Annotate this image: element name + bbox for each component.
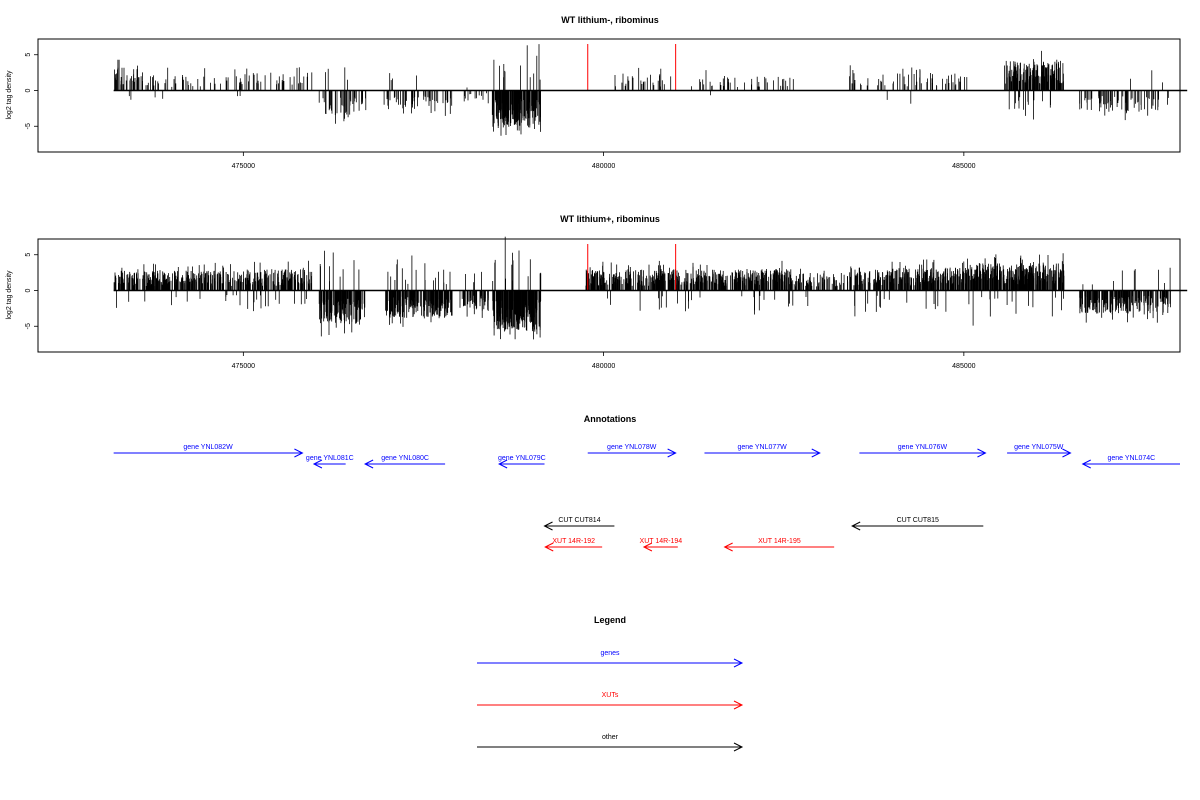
y-tick-label: 0	[25, 288, 32, 292]
arrow-head	[851, 521, 861, 531]
bar-marks	[113, 236, 1171, 340]
y-tick-label: 5	[25, 53, 32, 57]
x-tick-label: 480000	[592, 163, 615, 170]
arrow-head	[811, 448, 821, 458]
plot-frame	[37, 238, 1181, 353]
y-tick-label: -5	[25, 123, 32, 129]
feature-arrows: gene YNL082W gene YNL081C gene YNL080C gene…	[113, 444, 1180, 552]
x-tick-label: 475000	[232, 363, 255, 370]
feature-label: XUT 14R-192	[552, 538, 595, 545]
arrow-head	[723, 542, 733, 552]
feature-arrow: gene YNL078W	[587, 444, 677, 458]
x-tick-label: 485000	[952, 163, 975, 170]
feature-label: CUT CUT814	[558, 517, 600, 524]
x-tick-label: 475000	[232, 163, 255, 170]
arrow-head	[733, 742, 744, 752]
x-tick-label: 485000	[952, 363, 975, 370]
arrow-head	[498, 459, 508, 469]
x-tick-label: 480000	[592, 363, 615, 370]
feature-label: gene YNL075W	[1014, 444, 1064, 451]
feature-arrow: CUT CUT815	[851, 517, 984, 531]
arrow-head	[1081, 459, 1091, 469]
y-tick-label: -5	[25, 323, 32, 329]
legend: Legend genes XUTs other	[477, 615, 744, 752]
feature-label: gene YNL076W	[898, 444, 948, 451]
feature-label: gene YNL077W	[737, 444, 787, 451]
arrow-head	[363, 459, 374, 469]
legend-item: genes	[477, 650, 744, 668]
arrow-head	[667, 448, 677, 458]
feature-arrow: gene YNL076W	[859, 444, 987, 458]
feature-label: gene YNL081C	[306, 455, 354, 462]
feature-label: XUT 14R-194	[640, 538, 683, 545]
feature-label: CUT CUT815	[897, 517, 939, 524]
track-panel-lithium-minus: WT lithium-, ribominus log2 tag density …	[6, 15, 1188, 170]
y-axis-label: log2 tag density	[6, 270, 13, 320]
annotations-title: Annotations	[584, 414, 637, 424]
legend-title: Legend	[594, 615, 626, 625]
axes: -5 0 5 475000 480000 485000	[25, 253, 1188, 370]
feature-arrow: XUT 14R-192	[544, 538, 603, 552]
y-tick-label: 0	[25, 88, 32, 92]
arrow-head	[977, 448, 987, 458]
track-panel-lithium-plus: WT lithium+, ribominus log2 tag density …	[6, 214, 1188, 370]
feature-label: XUT 14R-195	[758, 538, 801, 545]
legend-item: other	[477, 734, 744, 752]
arrow-head	[312, 459, 323, 469]
feature-arrow: gene YNL081C	[306, 455, 354, 469]
feature-arrow: gene YNL082W	[113, 444, 304, 458]
panel-title: WT lithium-, ribominus	[561, 15, 659, 25]
feature-label: gene YNL080C	[381, 455, 429, 462]
legend-label: other	[602, 734, 619, 741]
plot-frame	[37, 38, 1181, 153]
feature-arrow: gene YNL074C	[1081, 455, 1180, 469]
legend-item: XUTs	[477, 692, 744, 710]
feature-label: gene YNL079C	[498, 455, 546, 462]
legend-items: genes XUTs other	[477, 650, 744, 752]
arrow-head	[733, 658, 744, 668]
y-axis-label: log2 tag density	[6, 70, 13, 120]
feature-arrow: gene YNL080C	[363, 455, 446, 469]
arrow-head	[544, 542, 554, 552]
arrow-head	[733, 700, 744, 710]
feature-arrow: XUT 14R-194	[640, 538, 683, 552]
bar-marks	[114, 44, 1169, 136]
feature-arrow: gene YNL079C	[498, 455, 546, 469]
feature-arrow: XUT 14R-195	[723, 538, 835, 552]
arrow-head	[1062, 448, 1072, 458]
arrow-head	[294, 448, 304, 458]
feature-label: gene YNL082W	[183, 444, 233, 451]
legend-label: XUTs	[602, 692, 619, 699]
feature-arrow: CUT CUT814	[543, 517, 615, 531]
panel-title: WT lithium+, ribominus	[560, 214, 660, 224]
feature-arrow: gene YNL075W	[1007, 444, 1072, 458]
feature-label: gene YNL074C	[1107, 455, 1155, 462]
arrow-head	[543, 521, 553, 531]
legend-label: genes	[600, 650, 620, 657]
arrow-head	[642, 542, 653, 552]
feature-label: gene YNL078W	[607, 444, 657, 451]
feature-arrow: gene YNL077W	[704, 444, 821, 458]
y-tick-label: 5	[25, 253, 32, 257]
axes: -5 0 5 475000 480000 485000	[25, 53, 1188, 170]
